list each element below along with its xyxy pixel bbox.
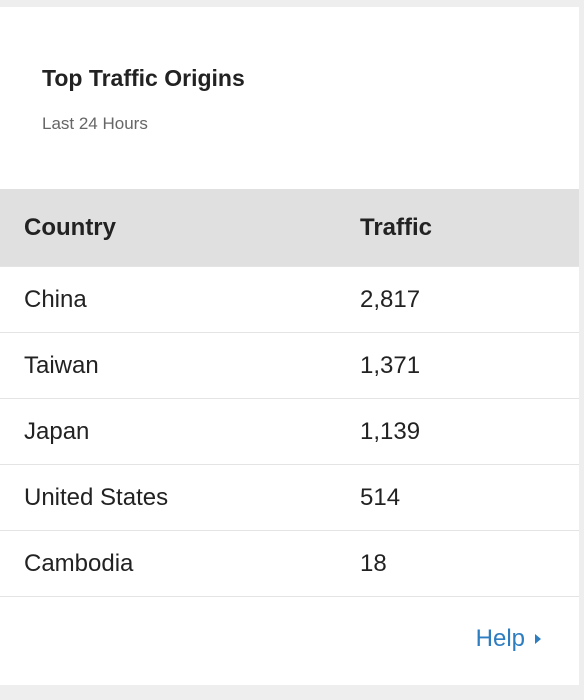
table-header-row: Country Traffic [0,189,579,267]
traffic-cell: 1,139 [360,398,579,465]
country-cell: China [0,266,360,333]
table-row: Cambodia 18 [0,530,579,597]
help-label: Help [475,625,525,652]
table-row: United States 514 [0,464,579,531]
traffic-cell: 514 [360,464,579,531]
column-header-traffic[interactable]: Traffic [360,189,579,267]
traffic-cell: 1,371 [360,332,579,399]
card-title: Top Traffic Origins [42,65,245,91]
traffic-origins-card: Top Traffic Origins Last 24 Hours Countr… [0,7,579,685]
table-row: Japan 1,139 [0,398,579,465]
table-row: China 2,817 [0,266,579,333]
card-footer: Help [0,597,579,691]
traffic-table: Country Traffic China 2,817 Taiwan 1,371… [0,189,579,597]
country-cell: United States [0,464,360,531]
card-subtitle: Last 24 Hours [42,114,148,133]
traffic-cell: 2,817 [360,266,579,333]
table-row: Taiwan 1,371 [0,332,579,399]
column-header-country[interactable]: Country [0,189,360,267]
card-header: Top Traffic Origins Last 24 Hours [0,7,579,189]
country-cell: Taiwan [0,332,360,399]
caret-right-icon [535,634,541,644]
traffic-cell: 18 [360,530,579,597]
country-cell: Cambodia [0,530,360,597]
help-link[interactable]: Help [476,625,541,653]
country-cell: Japan [0,398,360,465]
